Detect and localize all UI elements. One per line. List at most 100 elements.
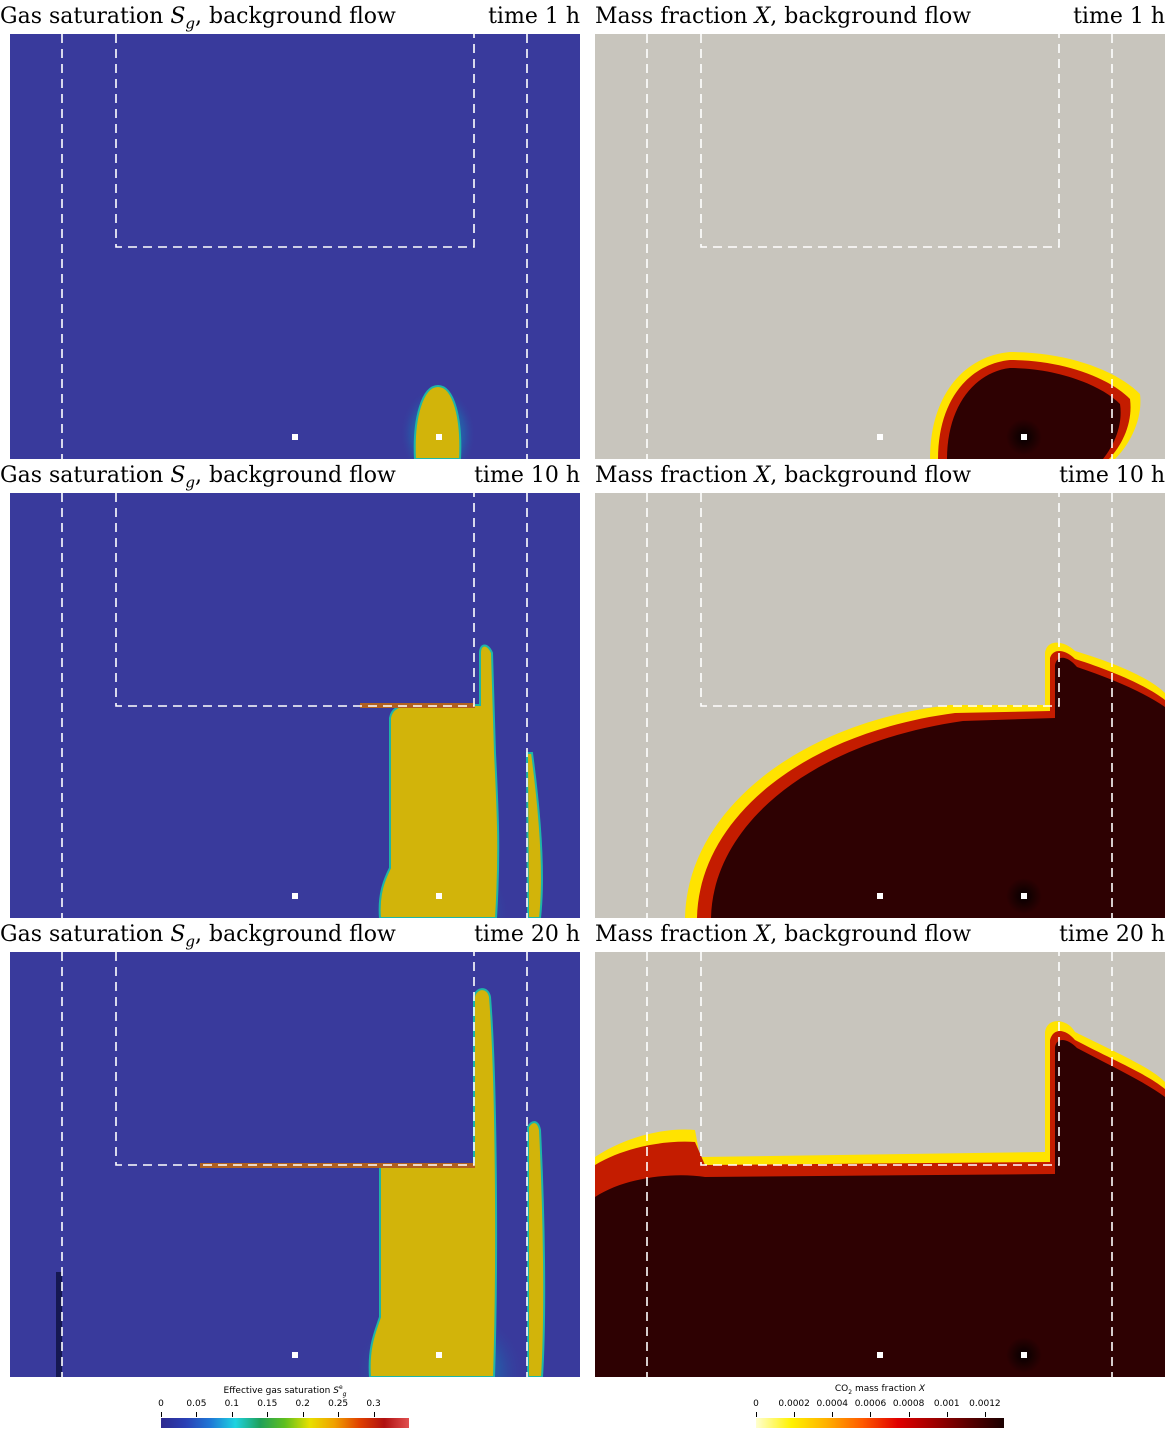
panel-time-label: time 10 h <box>1059 463 1165 488</box>
guide-box <box>115 493 475 707</box>
panel-title-subscript: g <box>185 932 195 951</box>
panel-title-suffix: , background flow <box>195 4 396 29</box>
colorbar-tick-label: 0.0012 <box>969 1399 1001 1409</box>
gas-plume-right <box>527 1121 546 1377</box>
colorbar-tick-mark <box>832 1412 834 1417</box>
panel-title-suffix: , background flow <box>195 922 396 947</box>
well-marker <box>877 893 883 899</box>
dashed-guides <box>646 952 1113 1377</box>
panel-title-suffix: , background flow <box>195 463 396 488</box>
colorbar-tick-label: 0.15 <box>257 1399 278 1409</box>
panel-title-suffix: , background flow <box>770 463 972 488</box>
panel-title: Mass fraction X, background flow <box>595 463 971 489</box>
panel-canvas <box>595 952 1165 1377</box>
panel-time-label: time 1 h <box>488 4 580 29</box>
colorbar-gradient <box>161 1418 409 1428</box>
well-marker <box>292 434 298 440</box>
guide-box <box>700 34 1060 248</box>
panel-title-text: Mass fraction <box>595 4 755 29</box>
mass-plume <box>595 1039 1165 1377</box>
panel-canvas <box>10 952 580 1377</box>
panel-time-label: time 20 h <box>1059 922 1165 947</box>
gas-plume <box>368 988 498 1377</box>
dashed-guides <box>61 34 528 459</box>
colorbar-tick-label: 0 <box>753 1399 759 1409</box>
colorbar-tick-label: 0.3 <box>366 1399 381 1409</box>
well-marker <box>877 434 883 440</box>
colorbar-title: Effective gas saturation Seg <box>223 1384 347 1398</box>
panel-canvas <box>595 34 1165 459</box>
panel-title-symbol: X <box>754 463 771 488</box>
well-marker <box>877 1352 883 1358</box>
panel-time-label: time 10 h <box>474 463 580 488</box>
panel-canvas <box>595 493 1165 918</box>
panel-title-symbol: X <box>754 4 771 29</box>
panel-title-subscript: g <box>185 473 195 492</box>
colorbar-tick-label: 0.0002 <box>778 1399 810 1409</box>
dashed-guides <box>646 34 1113 459</box>
panel-title: Mass fraction X, background flow <box>595 922 971 948</box>
panel-title-symbol: S <box>170 463 186 488</box>
mass-fraction-panel <box>595 952 1165 1377</box>
gas-plume <box>378 644 500 918</box>
gas-plume <box>413 384 462 459</box>
colorbar-tick-label: 0.0008 <box>892 1399 925 1409</box>
well-marker <box>436 434 442 440</box>
dashed-guides <box>61 493 528 918</box>
colorbar-tick-mark <box>267 1412 269 1417</box>
panel-title-subscript: g <box>185 14 195 33</box>
colorbar-tick-mark <box>794 1412 796 1417</box>
panel-canvas <box>10 34 580 459</box>
colorbar-tick-mark <box>161 1412 162 1417</box>
gas-saturation-panel <box>10 493 580 918</box>
panel-title: Gas saturation Sg, background flow <box>0 922 396 954</box>
colorbar-gradient <box>756 1418 1004 1428</box>
well-marker <box>1021 434 1027 440</box>
colorbar-tick-mark <box>908 1412 910 1417</box>
panel-title: Gas saturation Sg, background flow <box>0 463 396 495</box>
well-marker <box>292 893 298 899</box>
guide-box <box>700 952 1060 1166</box>
panel-title: Gas saturation Sg, background flow <box>0 4 396 36</box>
colorbar-tick-mark <box>338 1412 340 1417</box>
gas-saturation-panel <box>10 34 580 459</box>
mass-plume <box>711 657 1165 918</box>
colorbar-tick-label: 0.0006 <box>854 1399 887 1409</box>
colorbar-tick-label: 0 <box>158 1399 164 1409</box>
dashed-guides <box>61 952 528 1377</box>
colorbar-tick-mark <box>231 1412 233 1417</box>
gas-saturation-panel <box>10 952 580 1377</box>
well-marker <box>1021 893 1027 899</box>
mass-fraction-panel <box>595 493 1165 918</box>
mass-fraction-panel <box>595 34 1165 459</box>
panel-title-text: Mass fraction <box>595 463 755 488</box>
colorbar-tick-mark <box>870 1412 872 1417</box>
gas-plume-right <box>525 752 543 918</box>
panel-title-text: Gas saturation <box>0 463 171 488</box>
colorbar-tick-mark <box>373 1412 375 1417</box>
well-marker <box>292 1352 298 1358</box>
guide-box <box>115 952 475 1166</box>
panel-title-text: Mass fraction <box>595 922 755 947</box>
panel-title-text: Gas saturation <box>0 4 171 29</box>
panel-title-symbol: X <box>754 922 771 947</box>
panel-canvas <box>10 493 580 918</box>
colorbar-tick-mark <box>946 1412 948 1417</box>
guide-box <box>115 34 475 248</box>
dashed-guides <box>646 493 1113 918</box>
panel-title-symbol: S <box>170 4 186 29</box>
panel-title: Mass fraction X, background flow <box>595 4 971 30</box>
colorbar-tick-label: 0.25 <box>328 1399 349 1409</box>
plume-layer <box>200 1163 475 1168</box>
colorbar-tick-label: 0.2 <box>295 1399 310 1409</box>
panel-time-label: time 1 h <box>1073 4 1165 29</box>
well-marker <box>1021 1352 1027 1358</box>
left-boundary-shadow <box>56 1272 62 1377</box>
colorbar-tick-label: 0.0004 <box>816 1399 849 1409</box>
well-marker <box>436 893 442 899</box>
colorbar-title: CO2 mass fraction X <box>834 1384 926 1396</box>
colorbar-tick-label: 0.05 <box>186 1399 207 1409</box>
guide-box <box>700 493 1060 707</box>
well-marker <box>436 1352 442 1358</box>
colorbar-tick-mark <box>196 1412 198 1417</box>
